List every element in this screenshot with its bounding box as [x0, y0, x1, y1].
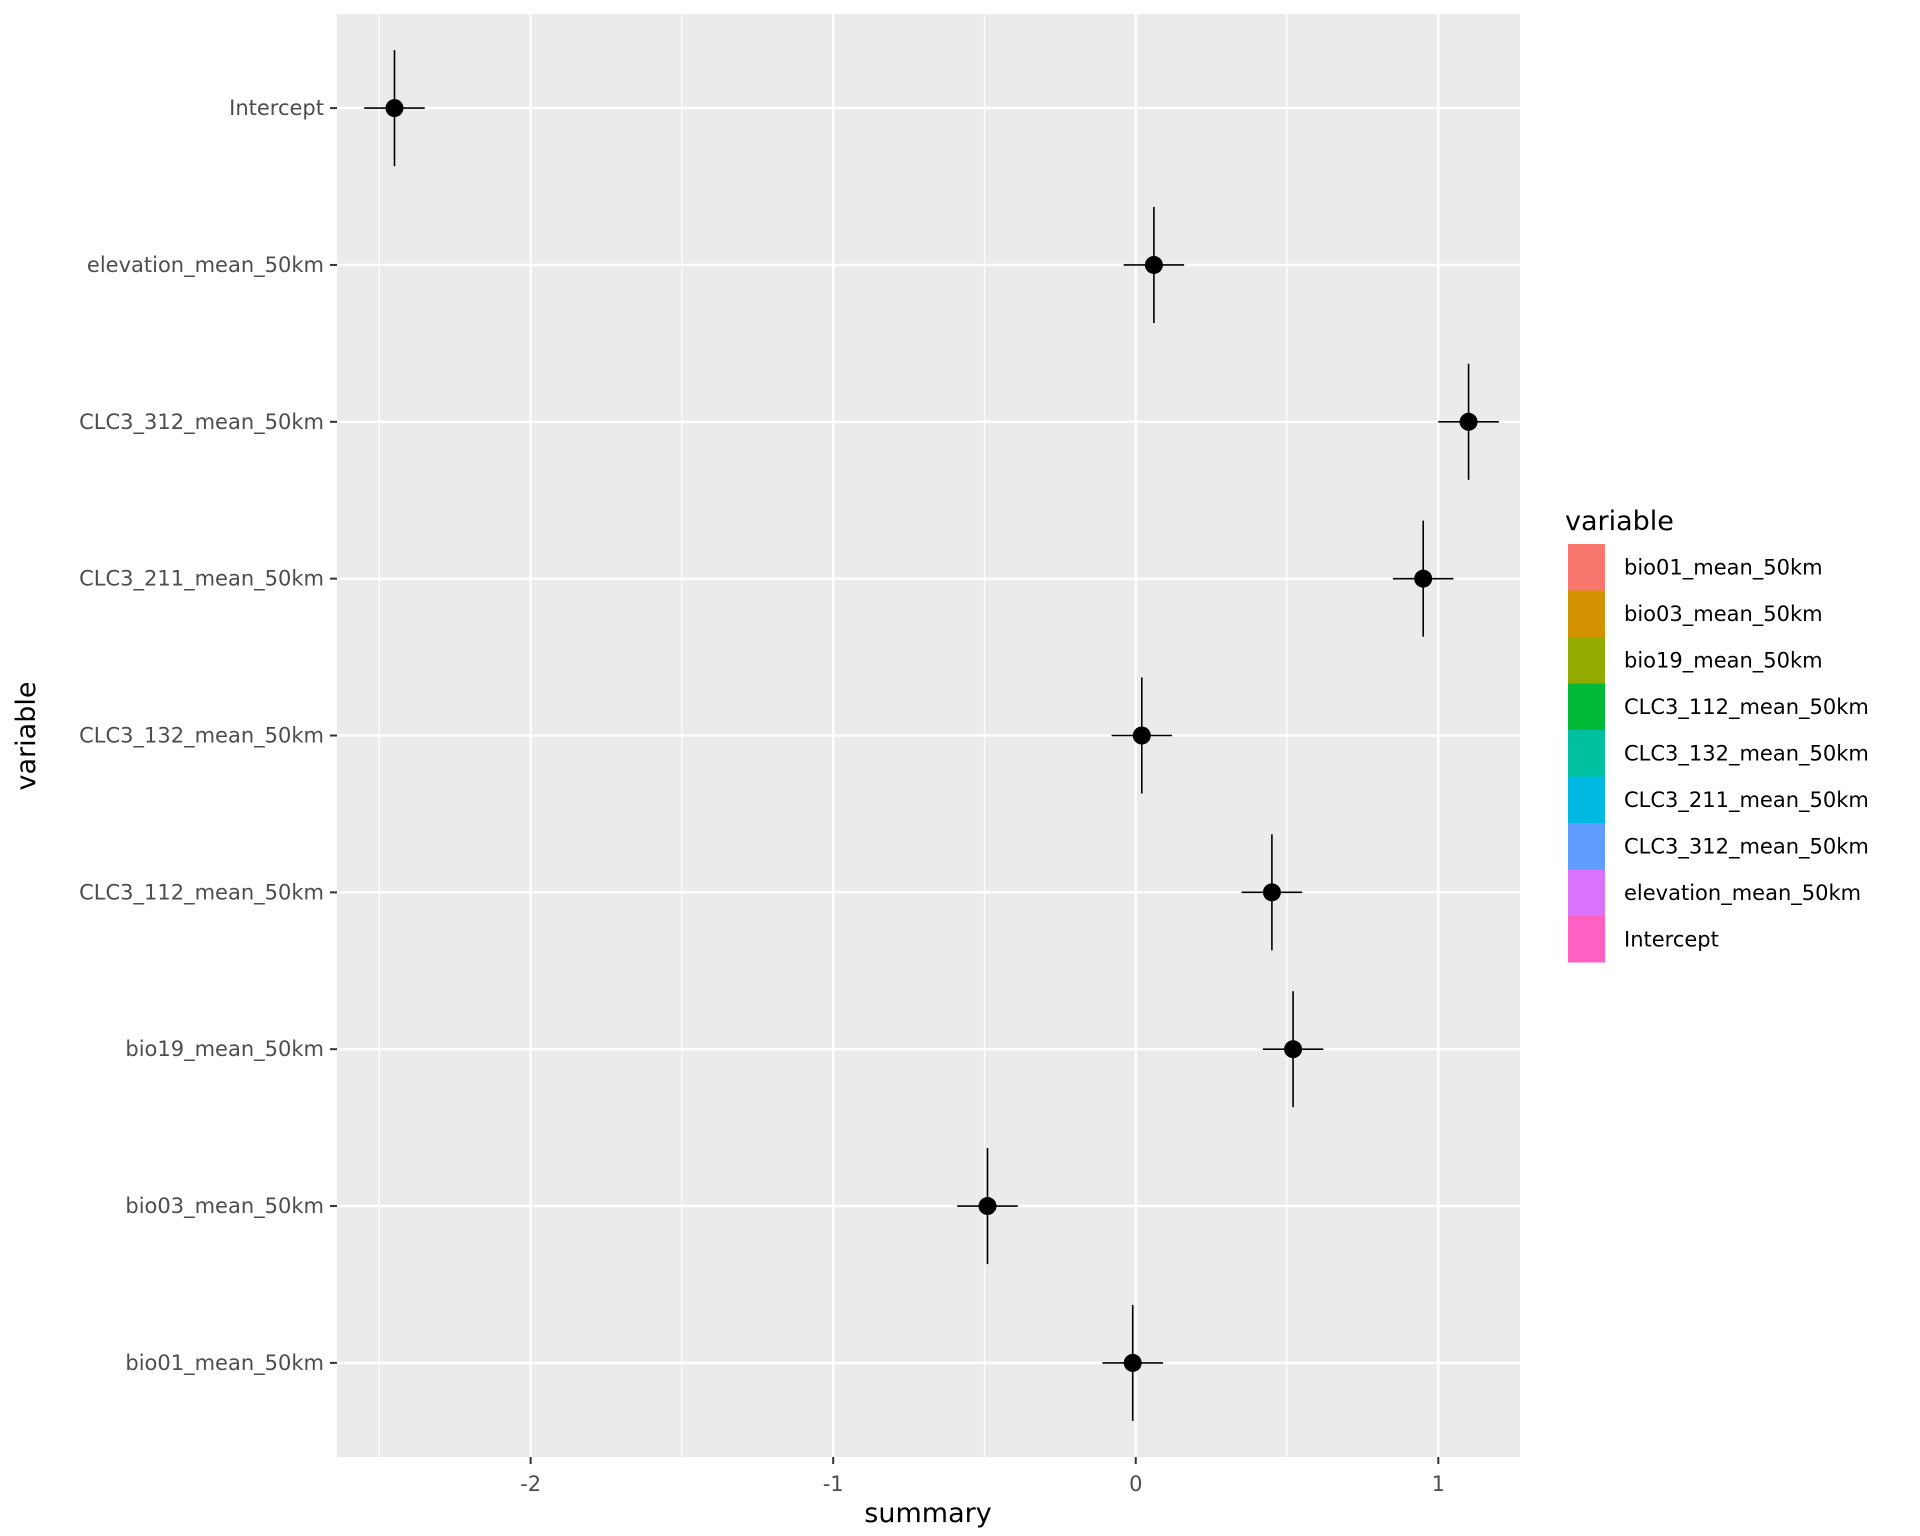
legend-key [1568, 776, 1605, 823]
legend-key [1568, 823, 1605, 870]
y-axis-title: variable [11, 682, 42, 791]
legend-title: variable [1565, 506, 1674, 537]
legend: variable bio01_mean_50kmbio03_mean_50kmb… [1565, 506, 1869, 963]
y-tick-label: CLC3_132_mean_50km [79, 724, 324, 749]
legend-label: CLC3_112_mean_50km [1624, 695, 1869, 720]
legend-key [1568, 916, 1605, 963]
y-tick-label: CLC3_312_mean_50km [79, 410, 324, 435]
legend-label: bio03_mean_50km [1624, 602, 1823, 627]
legend-key [1568, 730, 1605, 777]
data-point [385, 99, 404, 118]
legend-label: bio19_mean_50km [1624, 648, 1823, 673]
data-point [1459, 412, 1478, 431]
x-tick-label: -1 [823, 1472, 844, 1496]
data-point [1414, 569, 1433, 588]
major-grid-lines [337, 14, 1520, 1457]
y-tick-label: elevation_mean_50km [87, 253, 324, 278]
data-points [385, 99, 1478, 1372]
legend-label: CLC3_211_mean_50km [1624, 788, 1869, 813]
legend-key [1568, 869, 1605, 916]
legend-key [1568, 637, 1605, 684]
x-tick-label: 0 [1129, 1472, 1142, 1496]
y-tick-label: CLC3_211_mean_50km [79, 567, 324, 592]
legend-label: CLC3_132_mean_50km [1624, 741, 1869, 766]
data-point [1132, 726, 1151, 745]
x-tick-label: 1 [1432, 1472, 1445, 1496]
legend-label: bio01_mean_50km [1624, 555, 1823, 580]
legend-label: elevation_mean_50km [1624, 881, 1861, 906]
y-tick-label: bio01_mean_50km [125, 1351, 324, 1376]
legend-key [1568, 590, 1605, 637]
y-tick-label: Intercept [229, 96, 324, 120]
x-axis: -2 -1 0 1 [520, 1457, 1445, 1496]
data-point [1144, 255, 1163, 274]
legend-label: Intercept [1624, 927, 1719, 951]
data-point [978, 1197, 997, 1216]
y-axis: Intercept elevation_mean_50km CLC3_312_mea… [79, 96, 337, 1376]
data-point [1284, 1040, 1303, 1059]
data-point [1123, 1353, 1142, 1372]
y-tick-label: CLC3_112_mean_50km [79, 880, 324, 905]
x-axis-title: summary [864, 1498, 991, 1529]
y-tick-label: bio03_mean_50km [125, 1194, 324, 1219]
legend-key [1568, 544, 1605, 591]
y-tick-label: bio19_mean_50km [125, 1037, 324, 1062]
legend-label: CLC3_312_mean_50km [1624, 834, 1869, 859]
x-tick-label: -2 [520, 1472, 541, 1496]
data-point [1262, 883, 1281, 902]
legend-keys: bio01_mean_50km bio03_mean_50km bio19_mean… [1568, 544, 1869, 963]
legend-key [1568, 683, 1605, 730]
